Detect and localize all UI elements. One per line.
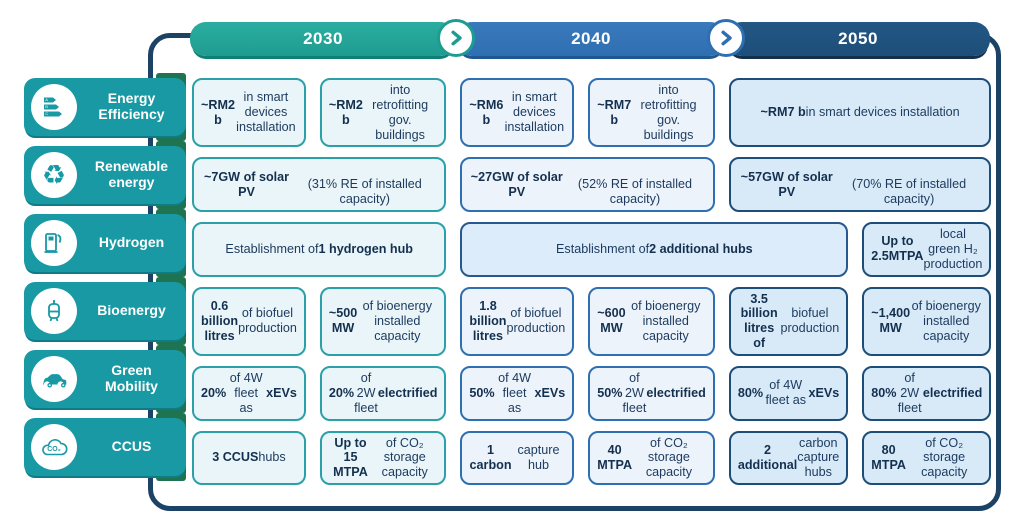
card-bio-2030-capacity: ~500 MW of bioenergy installed capacity xyxy=(319,286,447,357)
card-ee-2030-smart-devices: ~RM2 b in smart devices installation xyxy=(192,78,306,148)
year-pill-2040: 2040 xyxy=(456,22,726,56)
sidebar-item-energy-efficiency: A B C Energy Efficiency xyxy=(24,78,186,136)
sidebar-item-label: Bioenergy xyxy=(97,302,166,319)
recycle-icon: ♻ xyxy=(31,152,77,198)
sidebar-item-renewable-energy: ♻ Renewable energy xyxy=(24,146,186,204)
card-re-2040-solar: ~27GW of solar PV (52% RE of installed c… xyxy=(460,157,715,213)
year-label: 2030 xyxy=(303,29,343,48)
svg-text:CO₂: CO₂ xyxy=(47,446,61,453)
card-bio-2050-capacity: ~1,400 MW of bioenergy installed capacit… xyxy=(862,286,992,357)
card-bio-2050-biofuel: 3.5 billion litres of biofuel production xyxy=(728,286,849,357)
sidebar-item-ccus: CO₂ CCUS xyxy=(24,418,186,476)
card-gm-2040-4w: 50% of 4W fleet as xEVs xyxy=(460,366,575,421)
card-ccus-2040-hub: 1 carbon capture hub xyxy=(460,430,575,486)
card-ccus-2050-storage: 80 MTPA of CO₂ storage capacity xyxy=(862,430,992,486)
energy-rating-icon: A B C xyxy=(31,84,77,130)
card-ee-2040-smart-devices: ~RM6 b in smart devices installation xyxy=(460,78,575,148)
card-ee-2030-retrofitting: ~RM2 b into retrofitting gov. buildings xyxy=(319,78,447,148)
card-ccus-2030-storage: Up to 15 MTPA of CO₂ storage capacity xyxy=(319,430,447,486)
card-gm-2030-4w: 20% of 4W fleet as xEVs xyxy=(192,366,306,421)
card-re-2030-solar: ~7GW of solar PV (31% RE of installed ca… xyxy=(192,157,447,213)
sidebar-item-label: Energy Efficiency xyxy=(98,90,165,122)
car-icon xyxy=(31,356,77,402)
sidebar-item-label: Renewable energy xyxy=(94,158,169,190)
card-re-2050-solar: ~57GW of solar PV (70% RE of installed c… xyxy=(728,157,992,213)
svg-text:A: A xyxy=(45,97,48,102)
year-label: 2050 xyxy=(838,29,878,48)
card-h2-2040-additional-hubs: Establishment of 2 additional hubs xyxy=(460,222,849,277)
card-ee-2040-retrofitting: ~RM7 b into retrofitting gov. buildings xyxy=(588,78,715,148)
card-h2-2050-green-h2: Up to 2.5MTPA local green H₂ production xyxy=(862,222,992,277)
card-ee-2050-smart-devices: ~RM7 b in smart devices installation xyxy=(728,78,992,148)
year-label: 2040 xyxy=(571,29,611,48)
roadmap-grid: ~RM2 b in smart devices installation ~RM… xyxy=(192,78,992,486)
chevron-right-icon xyxy=(437,19,475,57)
card-gm-2050-2w: 80% of 2W fleet electrified xyxy=(862,366,992,421)
sidebar-item-label: Hydrogen xyxy=(98,234,165,251)
sidebar-item-label: CCUS xyxy=(111,438,152,455)
card-ccus-2040-storage: 40 MTPA of CO₂ storage capacity xyxy=(588,430,715,486)
card-bio-2040-capacity: ~600 MW of bioenergy installed capacity xyxy=(588,286,715,357)
year-pill-2050: 2050 xyxy=(726,22,990,56)
card-ccus-2030-hubs: 3 CCUS hubs xyxy=(192,430,306,486)
card-h2-2030-hub: Establishment of 1 hydrogen hub xyxy=(192,222,447,277)
card-ccus-2050-hubs: 2 additional carbon capture hubs xyxy=(728,430,849,486)
sidebar-item-label: Green Mobility xyxy=(105,362,158,394)
svg-text:B: B xyxy=(45,104,48,109)
sidebar-item-bioenergy: Bioenergy xyxy=(24,282,186,340)
card-bio-2040-biofuel: 1.8 billion litres of biofuel production xyxy=(460,286,575,357)
year-pill-2030: 2030 xyxy=(190,22,456,56)
card-bio-2030-biofuel: 0.6 billion litres of biofuel production xyxy=(192,286,306,357)
co2-cloud-icon: CO₂ xyxy=(31,424,77,470)
card-gm-2030-2w: 20% of 2W fleet electrified xyxy=(319,366,447,421)
card-gm-2040-2w: 50% of 2W fleet electrified xyxy=(588,366,715,421)
biogas-tank-icon xyxy=(31,288,77,334)
sidebar-item-hydrogen: Hydrogen xyxy=(24,214,186,272)
card-gm-2050-4w: 80% of 4W fleet as xEVs xyxy=(728,366,849,421)
fuel-pump-icon xyxy=(31,220,77,266)
sidebar-item-green-mobility: Green Mobility xyxy=(24,350,186,408)
svg-text:C: C xyxy=(45,111,48,116)
chevron-right-icon xyxy=(707,19,745,57)
